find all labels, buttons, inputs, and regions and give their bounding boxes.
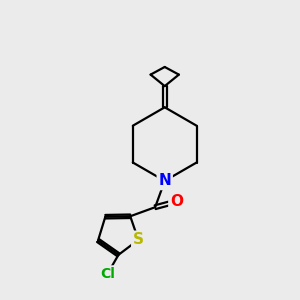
Text: S: S <box>133 232 144 247</box>
Text: N: N <box>158 173 171 188</box>
Text: O: O <box>170 194 183 209</box>
Text: Cl: Cl <box>100 267 115 281</box>
